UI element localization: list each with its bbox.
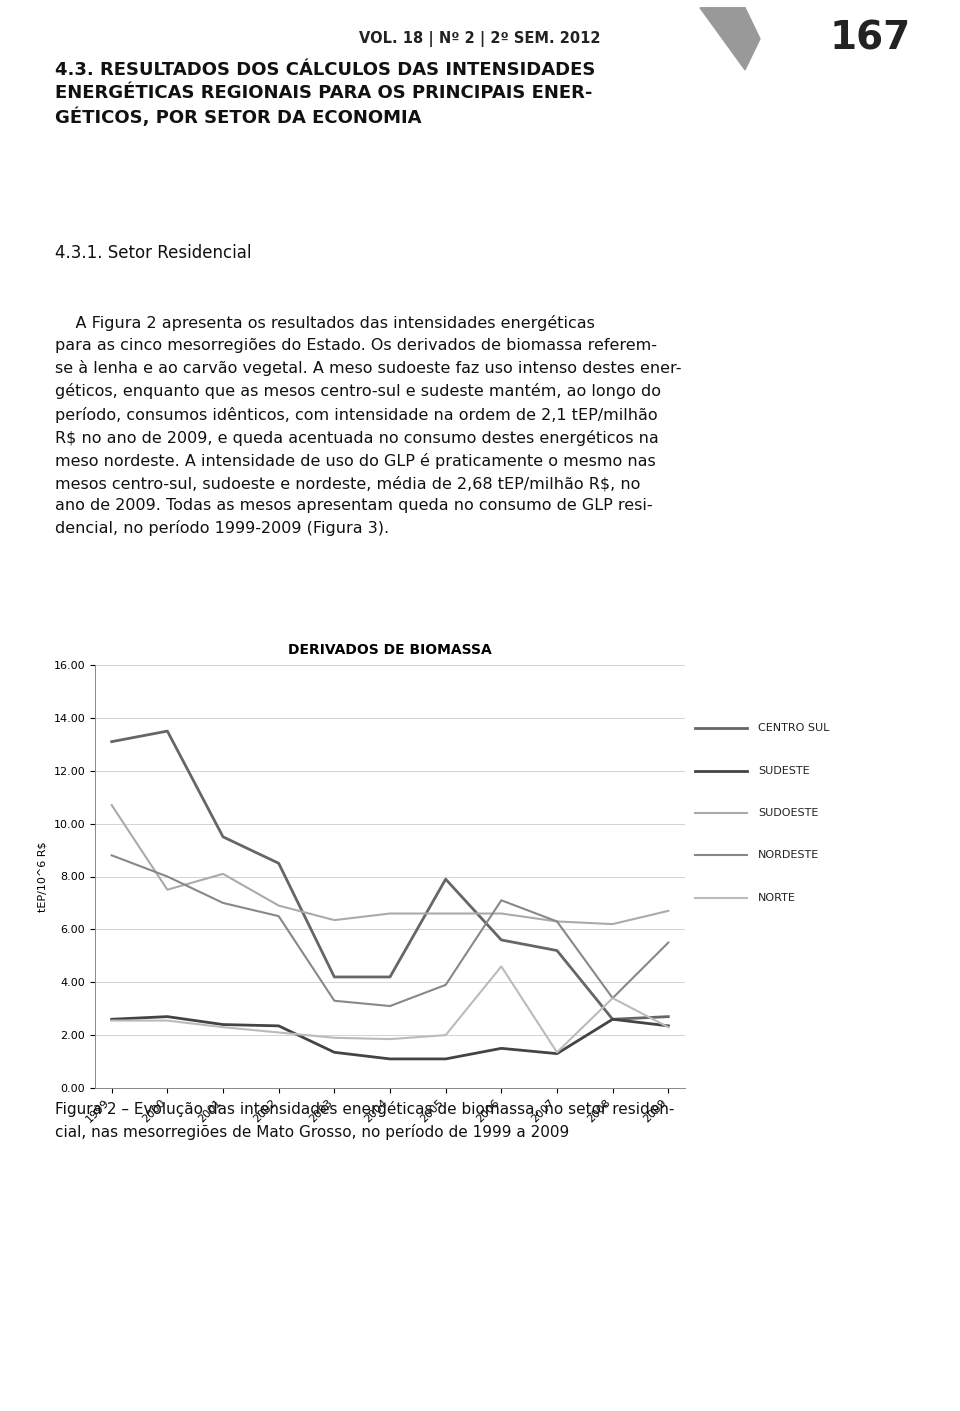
Line: CENTRO SUL: CENTRO SUL — [111, 731, 668, 1019]
Text: NORTE: NORTE — [758, 893, 796, 903]
Text: SUDESTE: SUDESTE — [758, 766, 809, 776]
Line: SUDESTE: SUDESTE — [111, 1016, 668, 1058]
CENTRO SUL — [551, 943, 563, 959]
Text: VOL. 18 | Nº 2 | 2º SEM. 2012: VOL. 18 | Nº 2 | 2º SEM. 2012 — [359, 31, 601, 47]
SUDOESTE — [551, 913, 563, 930]
Text: 4.3. RESULTADOS DOS CÁLCULOS DAS INTENSIDADES
ENERGÉTICAS REGIONAIS PARA OS PRIN: 4.3. RESULTADOS DOS CÁLCULOS DAS INTENSI… — [55, 61, 595, 127]
NORDESTE — [217, 895, 228, 912]
NORTE — [551, 1044, 563, 1061]
NORTE — [495, 958, 507, 975]
Text: 167: 167 — [829, 20, 911, 58]
NORDESTE — [607, 989, 618, 1006]
CENTRO SUL — [217, 828, 228, 845]
NORTE — [384, 1030, 396, 1047]
Line: NORDESTE: NORDESTE — [111, 855, 668, 1006]
CENTRO SUL — [607, 1010, 618, 1027]
Text: SUDOESTE: SUDOESTE — [758, 809, 818, 818]
SUDOESTE — [384, 904, 396, 921]
SUDOESTE — [662, 903, 674, 920]
SUDOESTE — [161, 882, 173, 899]
NORDESTE — [106, 847, 117, 864]
Line: NORTE: NORTE — [111, 967, 668, 1053]
SUDOESTE — [106, 797, 117, 814]
NORDESTE — [495, 892, 507, 909]
NORDESTE — [273, 907, 284, 924]
NORTE — [161, 1012, 173, 1029]
Text: 4.3.1. Setor Residencial: 4.3.1. Setor Residencial — [55, 244, 252, 261]
SUDESTE — [161, 1007, 173, 1024]
CENTRO SUL — [106, 734, 117, 751]
Polygon shape — [700, 8, 760, 69]
NORTE — [217, 1019, 228, 1036]
NORTE — [440, 1027, 451, 1044]
CENTRO SUL — [440, 871, 451, 888]
NORTE — [328, 1029, 340, 1046]
SUDESTE — [607, 1010, 618, 1027]
NORDESTE — [440, 976, 451, 993]
NORDESTE — [328, 992, 340, 1009]
SUDESTE — [384, 1050, 396, 1067]
SUDESTE — [328, 1044, 340, 1061]
NORDESTE — [551, 913, 563, 930]
CENTRO SUL — [273, 855, 284, 872]
SUDESTE — [106, 1010, 117, 1027]
NORDESTE — [662, 934, 674, 951]
SUDOESTE — [328, 912, 340, 928]
SUDOESTE — [495, 904, 507, 921]
SUDOESTE — [273, 897, 284, 914]
CENTRO SUL — [495, 931, 507, 948]
CENTRO SUL — [161, 722, 173, 739]
CENTRO SUL — [328, 968, 340, 985]
SUDESTE — [440, 1050, 451, 1067]
Line: SUDOESTE: SUDOESTE — [111, 806, 668, 924]
SUDESTE — [551, 1046, 563, 1062]
SUDESTE — [217, 1016, 228, 1033]
NORDESTE — [161, 868, 173, 885]
CENTRO SUL — [662, 1007, 674, 1024]
NORTE — [106, 1012, 117, 1029]
NORTE — [607, 989, 618, 1006]
Title: DERIVADOS DE BIOMASSA: DERIVADOS DE BIOMASSA — [288, 643, 492, 658]
NORDESTE — [384, 998, 396, 1015]
Text: NORDESTE: NORDESTE — [758, 851, 819, 861]
Y-axis label: tEP/10^6 R$: tEP/10^6 R$ — [38, 841, 48, 912]
SUDESTE — [662, 1017, 674, 1034]
NORTE — [662, 1019, 674, 1036]
SUDESTE — [273, 1017, 284, 1034]
SUDESTE — [495, 1040, 507, 1057]
Text: Figura 2 – Evolução das intensidades energéticas de biomassa, no setor residen-
: Figura 2 – Evolução das intensidades ene… — [55, 1101, 674, 1140]
SUDOESTE — [217, 865, 228, 882]
SUDOESTE — [440, 904, 451, 921]
Text: A Figura 2 apresenta os resultados das intensidades energéticas
para as cinco me: A Figura 2 apresenta os resultados das i… — [55, 316, 682, 536]
Text: CENTRO SUL: CENTRO SUL — [758, 724, 829, 734]
NORTE — [273, 1024, 284, 1041]
CENTRO SUL — [384, 968, 396, 985]
SUDOESTE — [607, 916, 618, 933]
